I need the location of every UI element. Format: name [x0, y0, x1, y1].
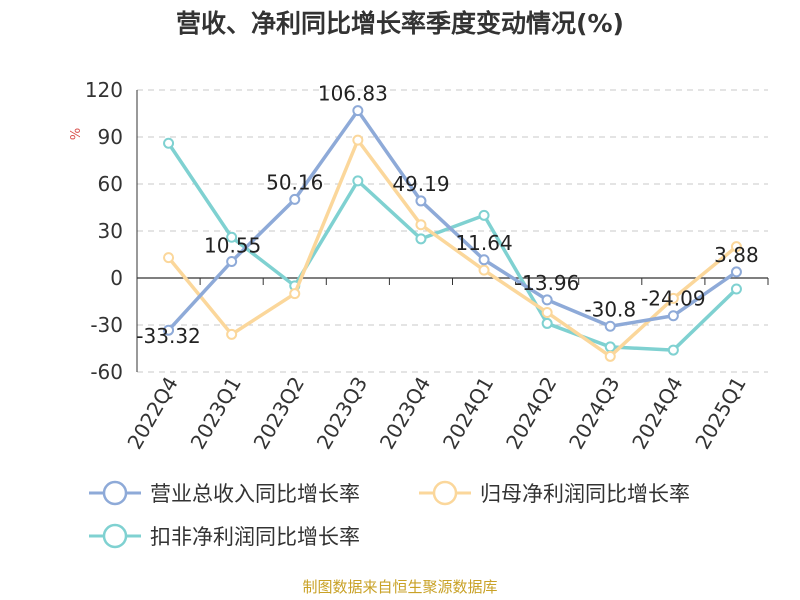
data-point[interactable] — [541, 317, 553, 329]
data-point[interactable] — [667, 310, 679, 322]
data-label: 10.55 — [204, 233, 261, 257]
data-label: 11.64 — [455, 231, 512, 255]
data-point[interactable] — [730, 241, 742, 253]
y-tick-label: 0 — [110, 266, 123, 290]
data-label: -24.09 — [641, 287, 705, 311]
data-point[interactable] — [541, 306, 553, 318]
data-point[interactable] — [478, 254, 490, 266]
data-source: 制图数据来自恒生聚源数据库 — [302, 578, 497, 596]
y-axis-ticks: 120 90 60 30 0 -30 -60 — [85, 78, 138, 384]
legend-label: 扣非净利润同比增长率 — [150, 525, 360, 549]
legend-marker — [102, 523, 128, 549]
data-label: 106.83 — [318, 82, 388, 106]
data-label: 50.16 — [266, 170, 323, 194]
data-point[interactable] — [352, 105, 364, 117]
data-point[interactable] — [163, 252, 175, 264]
legend-label: 归母净利润同比增长率 — [480, 482, 690, 506]
x-tick-label: 2022Q4 — [122, 373, 182, 454]
data-label: -33.32 — [136, 324, 200, 348]
x-tick-label: 2023Q2 — [249, 373, 309, 454]
series-line — [167, 142, 738, 352]
series-line — [167, 138, 738, 359]
data-point[interactable] — [604, 320, 616, 332]
x-tick-label: 2024Q2 — [501, 373, 561, 454]
data-point[interactable] — [604, 350, 616, 362]
y-tick-label: 30 — [98, 219, 123, 243]
legend-item[interactable]: 扣非净利润同比增长率 — [89, 523, 360, 549]
x-tick-label: 2023Q4 — [375, 373, 435, 454]
data-label: -30.8 — [584, 297, 636, 321]
legend-item[interactable]: 归母净利润同比增长率 — [419, 480, 690, 506]
data-point[interactable] — [667, 292, 679, 304]
data-label: 3.88 — [714, 243, 759, 267]
data-point[interactable] — [541, 294, 553, 306]
data-point[interactable] — [289, 288, 301, 300]
y-tick-label: -30 — [90, 313, 123, 337]
legend-marker — [432, 480, 458, 506]
data-point[interactable] — [163, 137, 175, 149]
data-label: 49.19 — [392, 172, 449, 196]
series-lines — [163, 105, 742, 362]
data-point[interactable] — [415, 195, 427, 207]
data-point[interactable] — [352, 175, 364, 187]
legend-label: 营业总收入同比增长率 — [150, 482, 360, 506]
data-point[interactable] — [730, 266, 742, 278]
data-point[interactable] — [667, 344, 679, 356]
x-tick-label: 2024Q4 — [627, 373, 687, 454]
x-tick-label: 2024Q1 — [438, 373, 498, 454]
data-point[interactable] — [226, 328, 238, 340]
data-point[interactable] — [163, 324, 175, 336]
legend-marker — [102, 480, 128, 506]
y-tick-label: 90 — [98, 125, 123, 149]
y-tick-label: 60 — [98, 172, 123, 196]
data-point[interactable] — [415, 233, 427, 245]
data-point[interactable] — [352, 134, 364, 146]
data-point[interactable] — [604, 341, 616, 353]
data-point[interactable] — [478, 264, 490, 276]
x-tick-label: 2023Q3 — [312, 373, 372, 454]
data-point[interactable] — [415, 219, 427, 231]
x-tick-label: 2023Q1 — [186, 373, 246, 454]
series-line — [167, 108, 738, 332]
legend-item[interactable]: 营业总收入同比增长率 — [89, 480, 360, 506]
chart-title: 营收、净利同比增长率季度变动情况(%) — [176, 9, 624, 38]
data-point[interactable] — [289, 193, 301, 205]
data-point[interactable] — [730, 283, 742, 295]
y-tick-label: -60 — [90, 360, 123, 384]
x-tick-label: 2024Q3 — [564, 373, 624, 454]
data-label: -13.96 — [515, 271, 579, 295]
data-labels: -33.32 10.55 50.16 106.83 49.19 11.64-13.96-3… — [136, 82, 758, 349]
data-point[interactable] — [226, 255, 238, 267]
y-axis-unit: % — [69, 128, 84, 140]
y-tick-label: 120 — [85, 78, 123, 102]
x-tick-label: 2025Q1 — [690, 373, 750, 454]
data-point[interactable] — [478, 209, 490, 221]
data-point[interactable] — [226, 231, 238, 243]
